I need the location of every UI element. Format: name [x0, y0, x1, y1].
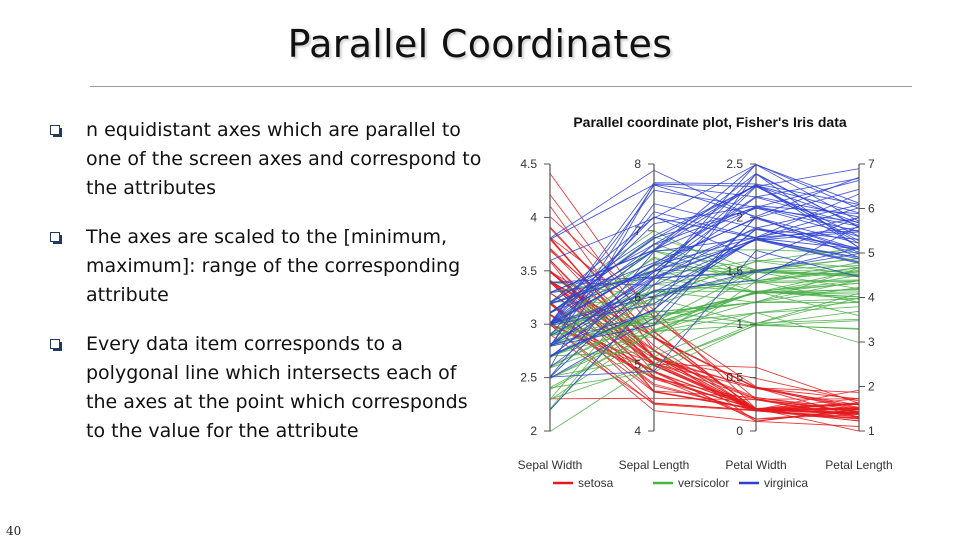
series-line-virginica [549, 253, 860, 411]
bullet-item: The axes are scaled to the [minimum, max… [50, 223, 490, 310]
series-line-setosa [549, 324, 860, 427]
series-line-setosa [549, 248, 860, 410]
tick-label: 7 [868, 157, 875, 171]
checkbox-bullet-icon [50, 125, 62, 137]
bullet-list: n equidistant axes which are parallel to… [50, 116, 490, 466]
series-line-virginica [549, 237, 860, 326]
series-line-versicolor [549, 306, 860, 390]
series-line-virginica [549, 164, 860, 294]
title-divider [90, 86, 912, 87]
series-line-virginica [549, 186, 860, 286]
series-line-versicolor [549, 292, 860, 358]
series-line-virginica [549, 163, 860, 294]
series-line-virginica [549, 183, 860, 325]
tick-label: 7 [634, 224, 641, 238]
series-line-virginica [549, 182, 860, 324]
series-line-versicolor [549, 287, 860, 324]
axis-name: Sepal Width [518, 458, 583, 472]
series-line-versicolor [549, 267, 860, 347]
data-lines [549, 163, 860, 432]
axis-name: Sepal Length [619, 458, 690, 472]
series-line-setosa [549, 270, 860, 418]
series-line-virginica [549, 184, 860, 313]
series-line-virginica [549, 228, 860, 356]
series-line-virginica [549, 238, 860, 325]
tick-label: 2 [530, 424, 537, 438]
series-line-versicolor [549, 318, 860, 432]
tick-label: 1.5 [726, 264, 743, 278]
series-line-setosa [549, 237, 860, 411]
series-line-virginica [549, 176, 860, 348]
legend-label-setosa: setosa [578, 476, 614, 490]
tick-label: 3 [868, 335, 875, 349]
series-line-virginica [549, 164, 860, 261]
series-line-versicolor [549, 298, 860, 369]
series-line-versicolor [549, 310, 860, 389]
tick-label: 4 [530, 210, 537, 224]
series-line-versicolor [550, 291, 860, 325]
tick-label: 3.5 [520, 264, 537, 278]
series-line-versicolor [549, 250, 860, 314]
tick-label: 2.5 [726, 157, 743, 171]
legend-label-versicolor: versicolor [678, 476, 729, 490]
page-number: 40 [6, 524, 22, 538]
series-line-versicolor [549, 312, 860, 378]
tick-label: 5 [868, 246, 875, 260]
series-line-versicolor [549, 324, 860, 400]
checkbox-bullet-icon [50, 232, 62, 244]
tick-label: 0.5 [726, 371, 743, 385]
tick-label: 6 [868, 202, 875, 216]
chart-title: Parallel coordinate plot, Fisher's Iris … [573, 114, 847, 130]
series-line-virginica [549, 231, 860, 314]
series-line-virginica [549, 184, 860, 303]
series-line-setosa [549, 247, 860, 411]
tick-label: 6 [634, 291, 641, 305]
tick-label: 2 [868, 380, 875, 394]
series-line-virginica [549, 249, 860, 378]
bullet-text: n equidistant axes which are parallel to… [86, 119, 482, 199]
series-line-virginica [549, 226, 860, 337]
tick-label: 2.5 [520, 371, 537, 385]
series-line-versicolor [549, 269, 860, 334]
bullet-item: n equidistant axes which are parallel to… [50, 116, 490, 203]
tick-label: 2 [736, 210, 743, 224]
tick-label: 4 [634, 424, 641, 438]
chart-legend: setosa versicolor virginica [553, 476, 808, 490]
series-line-virginica [549, 216, 860, 327]
series-line-virginica [549, 238, 860, 325]
series-line-virginica [549, 230, 860, 325]
tick-label: 8 [634, 157, 641, 171]
bullet-text: The axes are scaled to the [minimum, max… [86, 226, 461, 306]
series-line-virginica [549, 216, 860, 324]
tick-label: 4.5 [520, 157, 537, 171]
tick-label: 5 [634, 357, 641, 371]
bullet-item: Every data item corresponds to a polygon… [50, 330, 490, 446]
series-line-virginica [549, 207, 860, 304]
tick-label: 1 [868, 424, 875, 438]
series-line-virginica [549, 225, 860, 368]
tick-label: 4 [868, 291, 875, 305]
checkbox-bullet-icon [50, 339, 62, 351]
tick-label: 0 [736, 424, 743, 438]
series-line-versicolor [549, 301, 860, 379]
bullet-text: Every data item corresponds to a polygon… [86, 333, 468, 442]
tick-label: 3 [530, 317, 537, 331]
tick-label: 1 [736, 317, 743, 331]
axis-name: Petal Width [725, 458, 786, 472]
series-line-virginica [549, 227, 860, 378]
series-line-virginica [549, 169, 860, 239]
series-line-virginica [549, 247, 860, 345]
chart-axes: 2 2.5 3 3.5 4 4.5 Sepal Width 4 5 6 7 8 Sepal Length… [518, 157, 893, 472]
slide-title: Parallel Coordinates [287, 22, 673, 66]
axis-name: Petal Length [825, 458, 892, 472]
parallel-coordinates-chart: Parallel coordinate plot, Fisher's Iris … [518, 114, 893, 490]
series-line-setosa [549, 322, 860, 420]
series-line-virginica [549, 177, 860, 240]
legend-label-virginica: virginica [764, 476, 808, 490]
